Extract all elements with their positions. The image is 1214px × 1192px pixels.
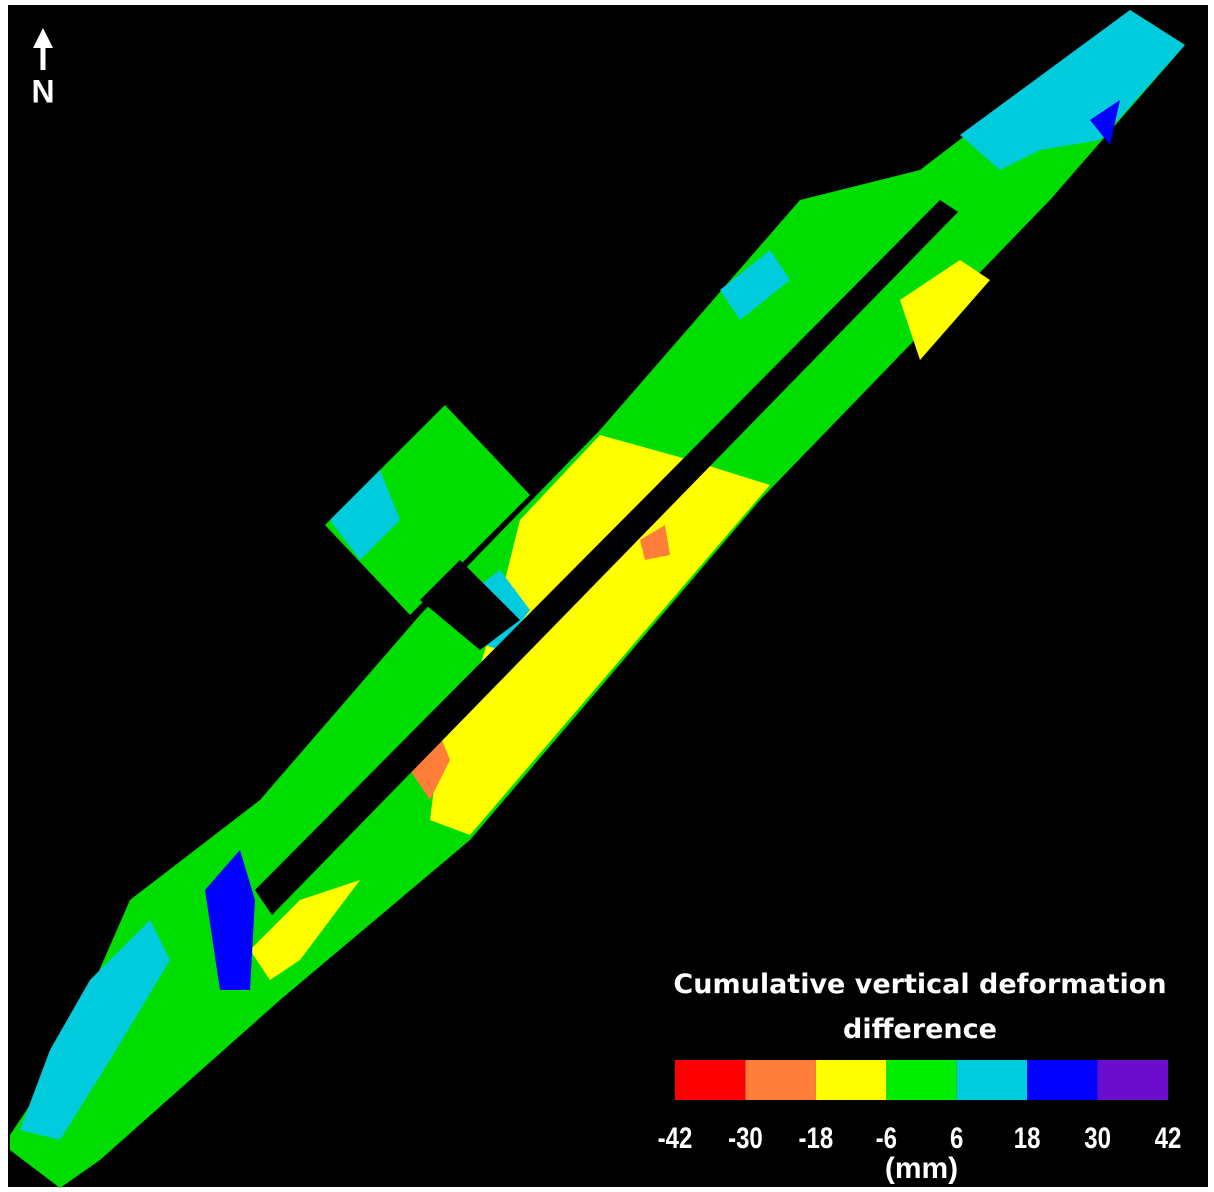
legend-swatch	[745, 1060, 815, 1100]
legend-tick-label: 18	[1014, 1120, 1041, 1154]
legend-tick-label: -18	[799, 1120, 834, 1154]
legend-swatch	[957, 1060, 1027, 1100]
legend-swatch	[675, 1060, 745, 1100]
legend-tick-label: 42	[1155, 1120, 1182, 1154]
legend-tick-label: -6	[876, 1120, 897, 1154]
legend-swatch	[886, 1060, 956, 1100]
legend-swatch	[1098, 1060, 1168, 1100]
legend-tick-label: 30	[1084, 1120, 1111, 1154]
legend-tick-label: 6	[950, 1120, 963, 1154]
legend-unit: (mm)	[885, 1152, 958, 1185]
legend-tick-label: -42	[658, 1120, 693, 1154]
legend-swatch	[816, 1060, 886, 1100]
map-figure: N Cumulative vertical deformationdiffere…	[0, 0, 1214, 1192]
north-label: N	[31, 73, 54, 109]
legend-swatch	[1027, 1060, 1097, 1100]
legend-tick-label: -30	[728, 1120, 763, 1154]
